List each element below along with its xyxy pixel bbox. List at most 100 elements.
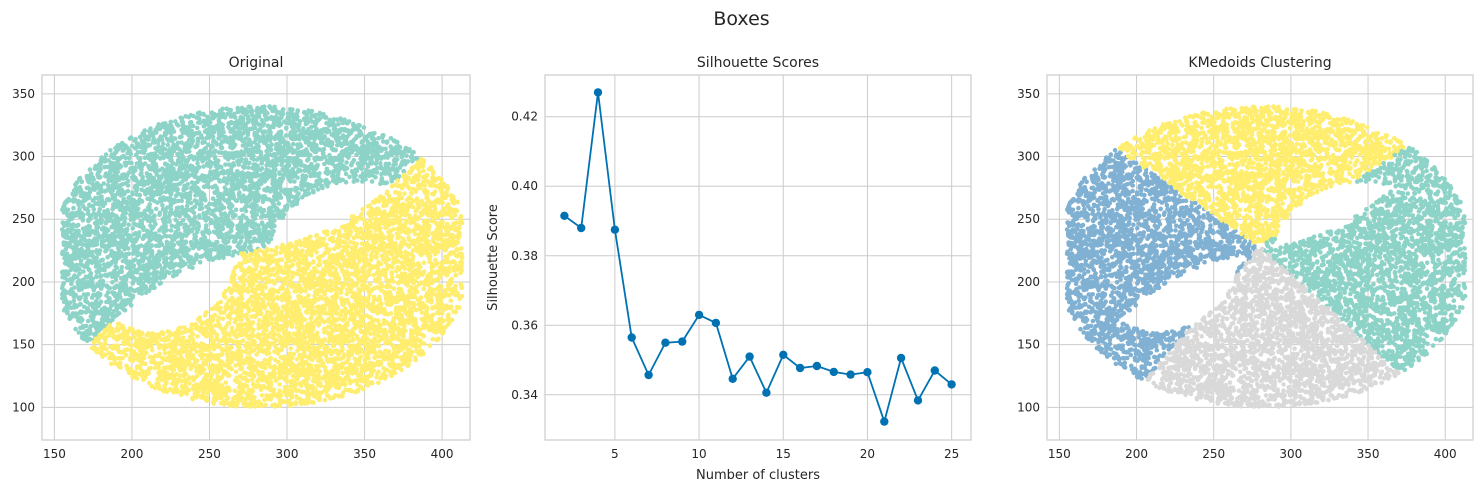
scatter-point: [93, 236, 98, 241]
scatter-point: [141, 236, 146, 241]
scatter-point: [179, 140, 184, 145]
scatter-point: [334, 129, 339, 134]
scatter-point: [207, 126, 212, 131]
scatter-point: [71, 206, 76, 211]
scatter-point: [253, 184, 258, 189]
scatter-point: [90, 261, 95, 266]
scatter-point: [199, 202, 204, 207]
scatter-point: [191, 185, 196, 190]
scatter-point: [150, 348, 155, 353]
scatter-point: [263, 130, 268, 135]
scatter-point: [137, 230, 142, 235]
scatter-point: [168, 256, 173, 261]
scatter-point: [277, 201, 282, 206]
scatter-point: [87, 337, 92, 342]
scatter-point: [123, 190, 128, 195]
scatter-point: [268, 163, 273, 168]
scatter-point: [86, 218, 91, 223]
scatter-point: [129, 217, 134, 222]
scatter-point: [140, 199, 145, 204]
scatter-point: [122, 221, 127, 226]
y-tick-label: 200: [12, 275, 35, 289]
scatter-point: [197, 246, 202, 251]
scatter-point: [191, 227, 196, 232]
scatter-point: [76, 280, 81, 285]
scatter-point: [205, 183, 210, 188]
scatter-point: [294, 117, 299, 122]
scatter-point: [308, 174, 313, 179]
scatter-point: [145, 189, 150, 194]
scatter-point: [210, 144, 215, 149]
scatter-point: [246, 127, 251, 132]
scatter-point: [102, 268, 107, 273]
scatter-point: [231, 176, 236, 181]
scatter-point: [125, 252, 130, 257]
scatter-point: [80, 310, 85, 315]
scatter-point: [136, 278, 141, 283]
scatter-point: [325, 130, 330, 135]
scatter-point: [102, 313, 107, 318]
scatter-point: [251, 121, 256, 126]
scatter-point: [329, 132, 334, 137]
scatter-point: [244, 235, 249, 240]
scatter-point: [254, 223, 259, 228]
scatter-point: [267, 206, 272, 211]
scatter-point: [254, 196, 259, 201]
scatter-point: [86, 319, 91, 324]
scatter-point: [229, 129, 234, 134]
scatter-point: [259, 174, 264, 179]
scatter-point: [134, 200, 139, 205]
scatter-point: [179, 262, 184, 267]
scatter-point: [248, 105, 253, 110]
scatter-point: [372, 168, 377, 173]
scatter-point: [218, 126, 223, 131]
scatter-point: [99, 215, 104, 220]
scatter-point: [62, 206, 67, 211]
scatter-point: [244, 231, 249, 236]
scatter-point: [260, 158, 265, 163]
scatter-point: [184, 161, 189, 166]
scatter-point: [204, 223, 209, 228]
scatter-point: [122, 176, 127, 181]
scatter-point: [72, 298, 77, 303]
scatter-point: [167, 219, 172, 224]
y-tick-label: 150: [12, 338, 35, 352]
scatter-point: [271, 229, 276, 234]
scatter-point: [88, 167, 93, 172]
scatter-point: [71, 294, 76, 299]
scatter-point: [137, 287, 142, 292]
scatter-point: [166, 197, 171, 202]
scatter-point: [146, 230, 151, 235]
scatter-point: [350, 160, 355, 165]
scatter-point: [289, 136, 294, 141]
scatter-point: [195, 334, 200, 339]
scatter-point: [320, 184, 325, 189]
scatter-point: [293, 161, 298, 166]
scatter-point: [344, 172, 349, 177]
scatter-point: [119, 229, 124, 234]
scatter-point: [327, 153, 332, 158]
scatter-point: [168, 128, 173, 133]
scatter-point: [311, 148, 316, 153]
scatter-point: [112, 196, 117, 201]
scatter-point: [216, 136, 221, 141]
scatter-point: [344, 160, 349, 165]
scatter-point: [384, 180, 389, 185]
scatter-point: [78, 317, 83, 322]
scatter-point: [103, 159, 108, 164]
scatter-point: [246, 133, 251, 138]
scatter-point: [283, 191, 288, 196]
scatter-point: [109, 362, 114, 367]
figure-suptitle: Boxes: [713, 8, 769, 30]
scatter-point: [108, 165, 113, 170]
scatter-point: [219, 227, 224, 232]
scatter-point: [181, 130, 186, 135]
scatter-point: [293, 188, 298, 193]
scatter-point: [94, 255, 99, 260]
scatter-point: [96, 220, 101, 225]
scatter-point: [95, 323, 100, 328]
scatter-point: [120, 238, 125, 243]
scatter-point: [98, 175, 103, 180]
scatter-point: [403, 159, 408, 164]
